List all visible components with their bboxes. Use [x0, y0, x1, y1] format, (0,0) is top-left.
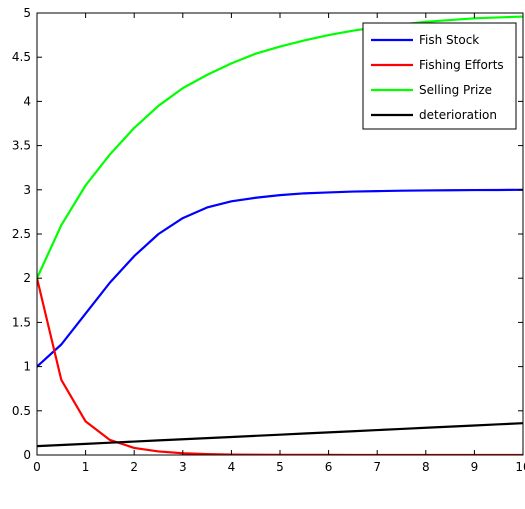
x-tick-label: 6 [325, 460, 333, 474]
x-tick-label: 4 [228, 460, 236, 474]
legend-label-selling-prize: Selling Prize [419, 83, 492, 97]
x-tick-label: 5 [276, 460, 284, 474]
x-tick-label: 1 [82, 460, 90, 474]
series-line-fish-stock [37, 188, 523, 368]
y-tick-label: 4.5 [12, 50, 31, 64]
x-axis: 0 1 2 3 4 5 6 7 8 9 10 [33, 13, 525, 474]
y-tick-label: 3 [23, 183, 31, 197]
x-tick-label: 10 [515, 460, 525, 474]
y-tick-label: 4 [23, 94, 31, 108]
y-tick-label: 2 [23, 271, 31, 285]
x-tick-label: 3 [179, 460, 187, 474]
y-tick-label: 5 [23, 6, 31, 20]
x-tick-label: 9 [471, 460, 479, 474]
y-axis: 0 0.5 1 1.5 2 2.5 3 3.5 4 4.5 5 [12, 6, 523, 462]
y-tick-label: 2.5 [12, 227, 31, 241]
legend-label-fishing-efforts: Fishing Efforts [419, 58, 504, 72]
y-tick-label: 1 [23, 360, 31, 374]
y-tick-label: 3.5 [12, 139, 31, 153]
x-tick-label: 7 [373, 460, 381, 474]
y-tick-label: 0.5 [12, 404, 31, 418]
legend: Fish Stock Fishing Efforts Selling Prize de… [362, 22, 517, 130]
legend-label-fish-stock: Fish Stock [419, 33, 479, 47]
series-line-selling-prize [37, 15, 523, 280]
legend-label-deterioration: deterioration [419, 108, 497, 122]
series-line-deterioration [37, 422, 523, 448]
y-tick-label: 1.5 [12, 315, 31, 329]
x-tick-label: 2 [130, 460, 138, 474]
y-tick-label: 0 [23, 448, 31, 462]
x-tick-label: 8 [422, 460, 430, 474]
x-tick-label: 0 [33, 460, 41, 474]
